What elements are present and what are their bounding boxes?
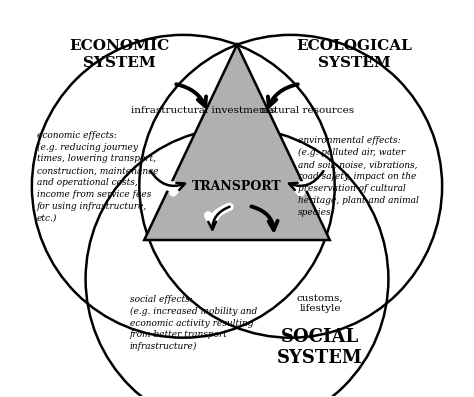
Text: environmental effects:
(e.g. polluted air, water
and soil, noise, vibrations,
ro: environmental effects: (e.g. polluted ai… xyxy=(298,137,419,217)
Text: natural resources: natural resources xyxy=(261,106,354,115)
Text: economic effects:
(e.g. reducing journey
times, lowering transport,
construction: economic effects: (e.g. reducing journey… xyxy=(37,131,158,222)
Text: infrastructural investments: infrastructural investments xyxy=(131,106,275,115)
Text: ECONOMIC
SYSTEM: ECONOMIC SYSTEM xyxy=(70,39,170,69)
Text: social effects:
(e.g. increased mobility and
economic activity resulting
from be: social effects: (e.g. increased mobility… xyxy=(129,295,257,351)
Text: SOCIAL
SYSTEM: SOCIAL SYSTEM xyxy=(277,328,363,367)
Text: customs,
lifestyle: customs, lifestyle xyxy=(297,294,343,313)
Text: TRANSPORT: TRANSPORT xyxy=(192,180,282,193)
Polygon shape xyxy=(144,44,330,240)
Text: ECOLOGICAL
SYSTEM: ECOLOGICAL SYSTEM xyxy=(296,39,412,69)
